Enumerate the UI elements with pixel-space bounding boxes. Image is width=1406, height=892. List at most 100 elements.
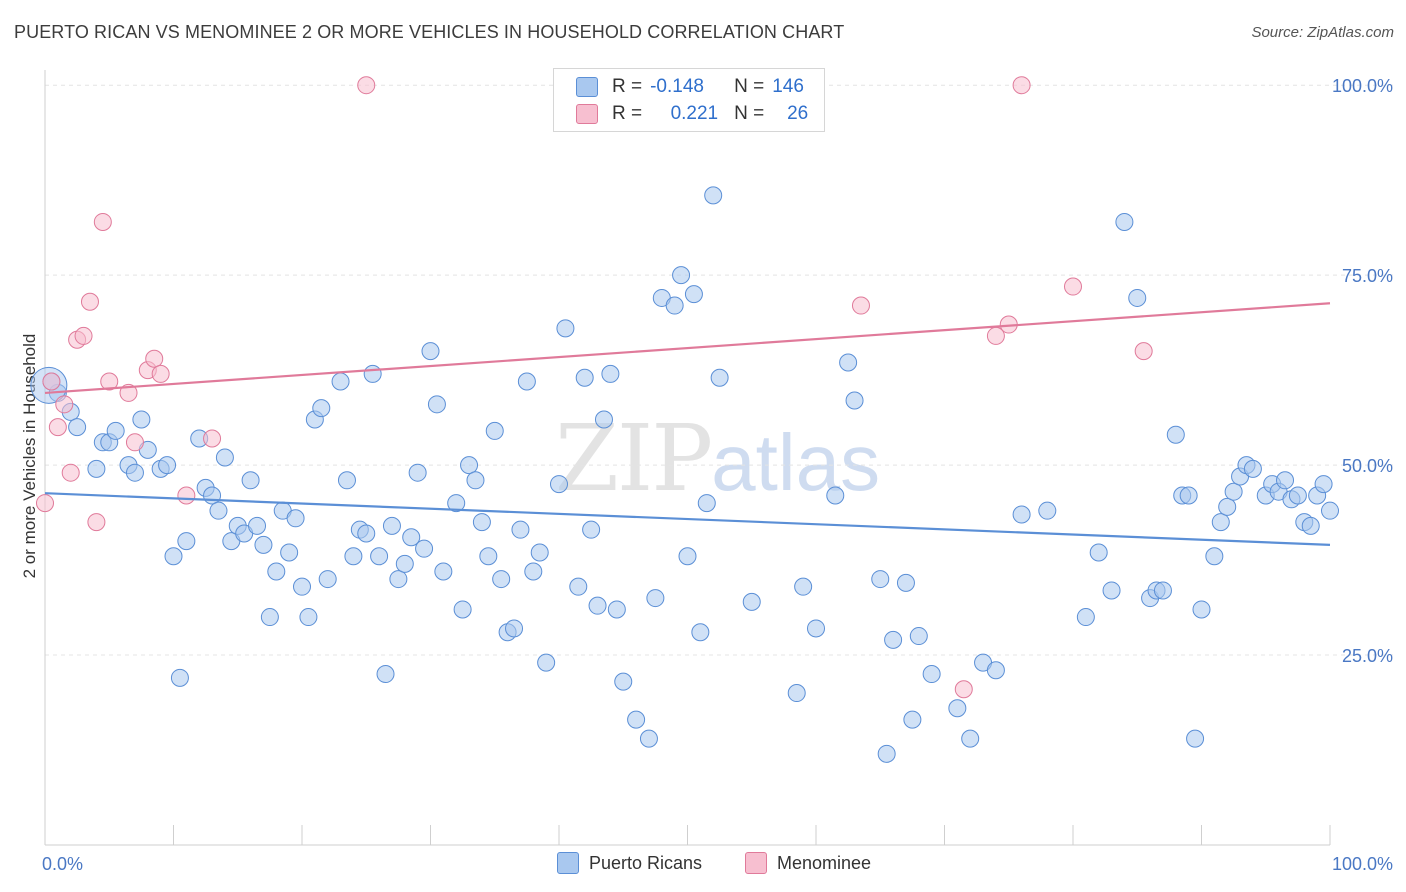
- puerto-rican-point: [254, 535, 273, 554]
- puerto-rican-point: [871, 570, 890, 589]
- puerto-rican-point: [575, 368, 594, 387]
- legend-swatch-puerto-ricans: [576, 77, 598, 97]
- puerto-rican-point: [517, 372, 536, 391]
- puerto-rican-point: [125, 463, 144, 482]
- puerto-rican-point: [267, 562, 286, 581]
- puerto-rican-point: [588, 596, 607, 615]
- puerto-rican-point: [177, 532, 196, 551]
- puerto-rican-point: [158, 456, 177, 475]
- puerto-rican-point: [704, 186, 723, 205]
- puerto-rican-point: [1224, 482, 1243, 501]
- y-tick-label: 50.0%: [1342, 456, 1393, 476]
- puerto-rican-point: [460, 456, 479, 475]
- menominee-point: [36, 494, 54, 513]
- puerto-rican-point: [408, 463, 427, 482]
- puerto-rican-point: [479, 547, 498, 566]
- puerto-rican-point: [678, 547, 697, 566]
- puerto-rican-point: [1243, 459, 1262, 478]
- puerto-rican-point: [556, 319, 575, 338]
- legend-n-label: N =: [734, 103, 765, 124]
- menominee-point: [145, 349, 164, 368]
- watermark-atlas: atlas: [711, 418, 881, 507]
- watermark: ZIPatlas: [555, 405, 880, 512]
- puerto-rican-point: [1211, 513, 1230, 532]
- menominee-point: [203, 429, 222, 448]
- puerto-rican-point: [1012, 505, 1031, 524]
- puerto-rican-point: [209, 501, 228, 520]
- legend-row-menominee: R = 0.221 N = 26: [576, 101, 808, 127]
- menominee-point: [1064, 277, 1082, 296]
- menominee-point: [93, 212, 112, 231]
- puerto-rican-point: [710, 368, 729, 387]
- bottom-legend-menominee: Menominee: [745, 852, 871, 874]
- legend-row-puerto-ricans: R = -0.148 N = 146: [576, 74, 804, 100]
- puerto-rican-point: [961, 729, 980, 748]
- y-tick-label: 100.0%: [1332, 76, 1393, 96]
- puerto-rican-point: [691, 623, 710, 642]
- legend-n-label: N =: [734, 76, 765, 97]
- y-tick-label: 75.0%: [1342, 266, 1393, 286]
- puerto-rican-point: [845, 391, 864, 410]
- puerto-rican-point: [363, 364, 382, 383]
- puerto-rican-point: [299, 608, 318, 627]
- puerto-rican-point: [453, 600, 472, 619]
- puerto-rican-point: [382, 516, 401, 535]
- puerto-rican-point: [1115, 212, 1134, 231]
- menominee-point: [1134, 342, 1153, 361]
- puerto-rican-point: [215, 448, 234, 467]
- puerto-rican-point: [607, 600, 626, 619]
- source-label: Source: ZipAtlas.com: [1251, 24, 1394, 41]
- puerto-rican-point: [492, 570, 511, 589]
- puerto-rican-point: [286, 509, 305, 528]
- puerto-rican-point: [1205, 547, 1224, 566]
- puerto-rican-point: [672, 266, 691, 285]
- legend-r-label: R =: [612, 76, 643, 97]
- puerto-rican-point: [742, 592, 761, 611]
- menominee-point: [119, 383, 138, 402]
- puerto-rican-trend-line: [44, 492, 1331, 546]
- puerto-rican-point: [472, 513, 491, 532]
- menominee-point: [55, 395, 74, 414]
- puerto-rican-point: [1186, 729, 1205, 748]
- puerto-rican-point: [241, 471, 260, 490]
- puerto-rican-point: [248, 516, 267, 535]
- menominee-point: [357, 76, 376, 95]
- puerto-rican-point: [170, 668, 189, 687]
- puerto-rican-point: [903, 710, 922, 729]
- menominee-point: [125, 433, 144, 452]
- puerto-rican-point: [794, 577, 813, 596]
- legend-r-value: -0.148: [650, 76, 704, 97]
- puerto-rican-point: [434, 562, 453, 581]
- chart-title: PUERTO RICAN VS MENOMINEE 2 OR MORE VEHI…: [14, 22, 845, 42]
- menominee-point: [87, 513, 106, 532]
- watermark-zip: ZIP: [555, 405, 713, 512]
- bottom-legend-puerto-ricans: Puerto Ricans: [557, 852, 702, 874]
- bottom-legend-label-puerto-ricans: Puerto Ricans: [589, 852, 703, 873]
- x-tick-label: 100.0%: [1332, 854, 1393, 874]
- puerto-rican-point: [337, 471, 356, 490]
- menominee-point: [1012, 76, 1031, 95]
- puerto-rican-point: [68, 418, 87, 437]
- puerto-rican-point: [537, 653, 556, 672]
- puerto-rican-point: [884, 630, 903, 649]
- menominee-point: [100, 372, 119, 391]
- puerto-rican-point: [1153, 581, 1172, 600]
- puerto-rican-point: [331, 372, 350, 391]
- puerto-rican-point: [1179, 486, 1198, 505]
- menominee-point: [42, 372, 61, 391]
- menominee-point: [74, 326, 93, 345]
- puerto-rican-point: [415, 539, 434, 558]
- puerto-rican-point: [986, 661, 1005, 680]
- puerto-rican-point: [909, 627, 928, 646]
- puerto-rican-point: [627, 710, 646, 729]
- puerto-rican-point: [1102, 581, 1121, 600]
- puerto-rican-point: [203, 486, 222, 505]
- puerto-rican-point: [1314, 475, 1333, 494]
- puerto-rican-point: [922, 665, 941, 684]
- puerto-rican-point: [357, 524, 376, 543]
- puerto-rican-point: [614, 672, 633, 691]
- puerto-rican-point: [344, 547, 363, 566]
- puerto-rican-point: [524, 562, 543, 581]
- puerto-rican-point: [582, 520, 601, 539]
